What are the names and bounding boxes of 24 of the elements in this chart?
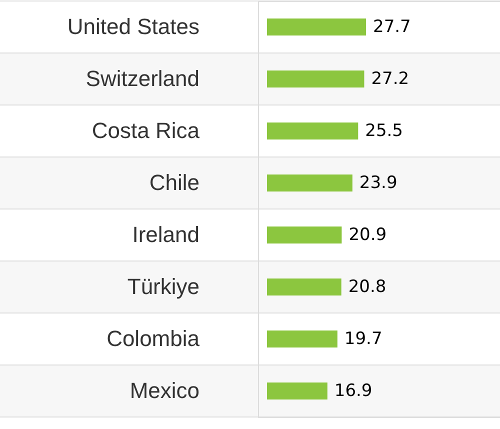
y-tick-label: United States: [67, 14, 200, 39]
bar: [267, 122, 358, 140]
bar: [267, 226, 342, 244]
bar: [267, 330, 338, 348]
bar: [267, 278, 342, 296]
y-tick-label: Türkiye: [127, 274, 200, 299]
data-label: 27.7: [373, 17, 411, 37]
y-tick-label: Ireland: [132, 222, 200, 247]
data-label: 19.7: [344, 329, 382, 349]
data-label: 16.9: [334, 381, 372, 401]
data-label: 23.9: [359, 173, 398, 193]
y-tick-label: Costa Rica: [92, 118, 200, 143]
bar: [267, 18, 366, 36]
y-tick-label: Chile: [149, 170, 200, 195]
y-tick-label: Mexico: [130, 378, 200, 403]
bar: [267, 174, 352, 192]
data-label: 27.2: [371, 69, 410, 89]
y-tick-label: Switzerland: [86, 66, 200, 91]
bar: [267, 70, 364, 88]
bar: [267, 382, 328, 400]
data-label: 25.5: [365, 121, 403, 141]
data-label: 20.8: [348, 277, 386, 297]
data-label: 20.9: [348, 225, 387, 245]
y-tick-label: Colombia: [106, 326, 200, 351]
